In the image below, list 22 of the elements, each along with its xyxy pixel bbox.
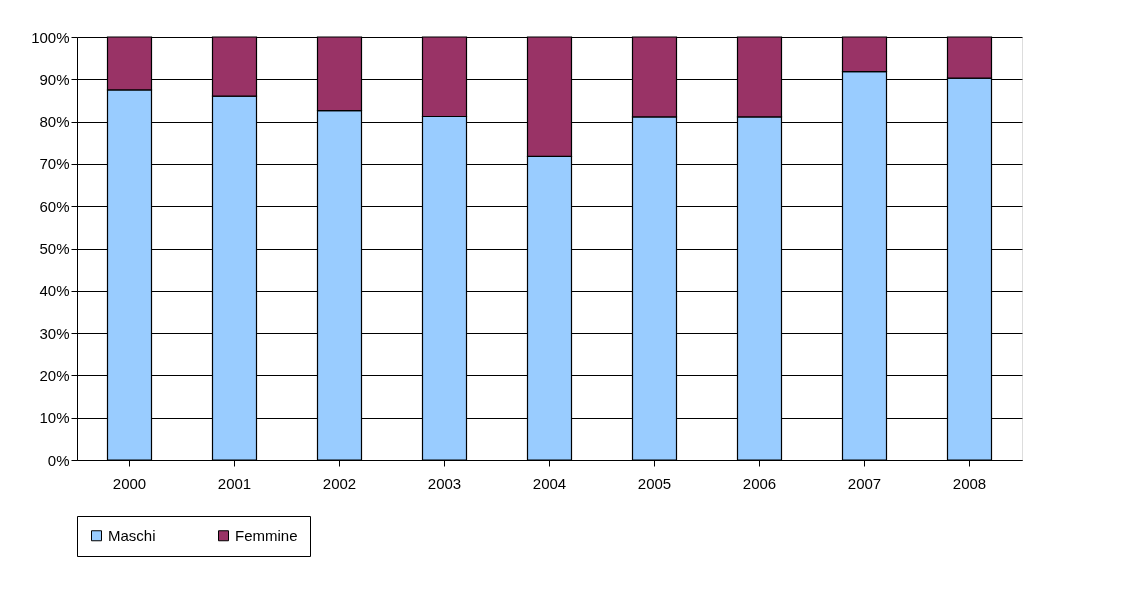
x-tick-label: 2003 — [427, 474, 462, 492]
x-tick-label: 2006 — [742, 474, 777, 492]
y-tick-label: 70% — [39, 155, 70, 173]
y-tick-label: 10% — [39, 409, 70, 427]
y-tick-label: 0% — [47, 451, 70, 469]
y-tick-label: 90% — [39, 70, 70, 88]
y-tick-label: 30% — [39, 324, 70, 342]
y-tick-label: 100% — [31, 28, 70, 46]
y-tick-label: 20% — [39, 366, 70, 384]
x-tick-label: 2007 — [847, 474, 882, 492]
y-tick-label: 60% — [39, 197, 70, 215]
x-tick-label: 2002 — [322, 474, 357, 492]
y-tick-label: 80% — [39, 113, 70, 131]
legend-label: Maschi — [108, 526, 156, 544]
legend-label: Femmine — [235, 526, 298, 544]
x-tick-label: 2004 — [532, 474, 567, 492]
x-tick-label: 2005 — [637, 474, 672, 492]
y-tick-label: 50% — [39, 240, 70, 257]
x-tick-label: 2008 — [952, 474, 987, 492]
y-tick-label: 40% — [39, 282, 70, 300]
x-tick-label: 2001 — [217, 474, 252, 492]
x-tick-label: 2000 — [112, 474, 147, 492]
